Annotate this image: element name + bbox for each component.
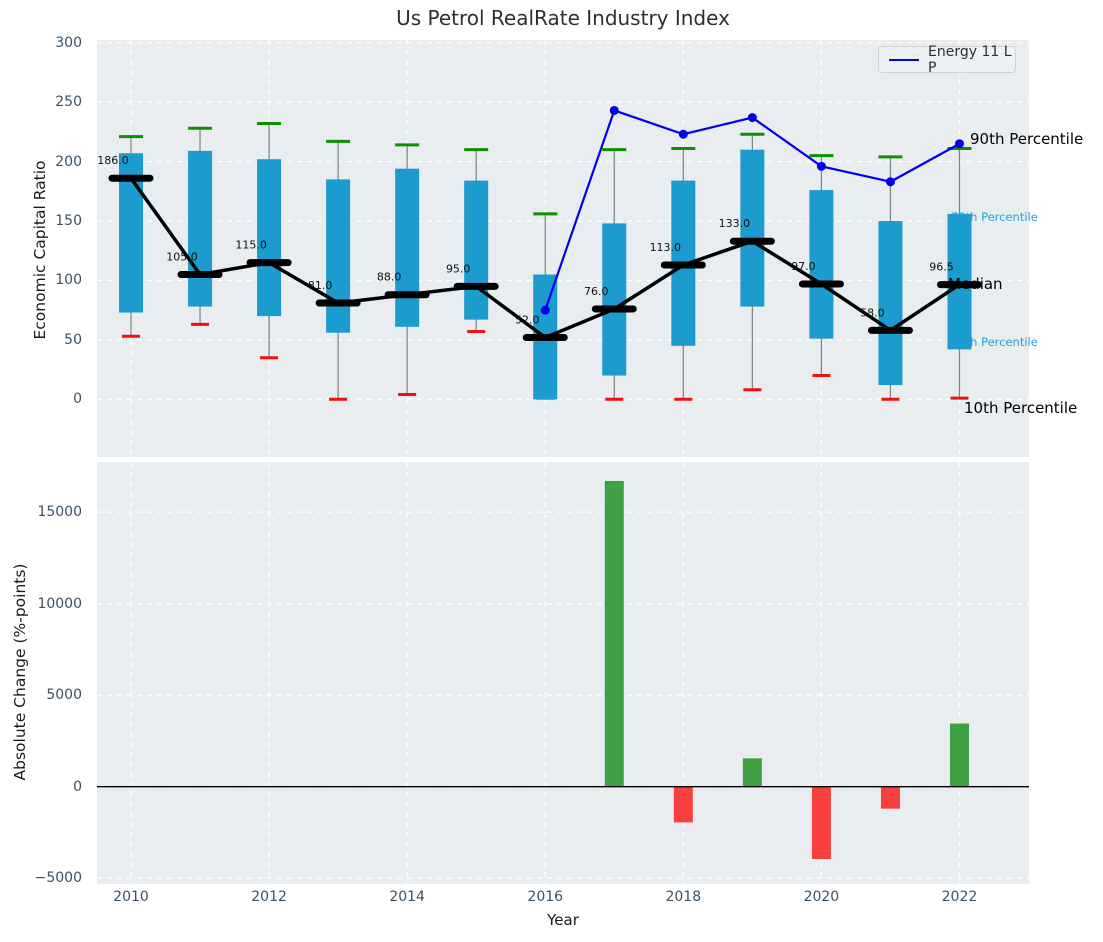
median-value-label-2011: 105.0	[166, 250, 198, 263]
bottom-chart-canvas	[97, 462, 1029, 884]
annotation-median: Median	[948, 274, 1003, 293]
median-value-label-2010: 186.0	[97, 154, 129, 167]
change-bar-2019	[742, 758, 762, 787]
x-tick-2018: 2018	[665, 889, 702, 905]
median-value-label-2015: 95.0	[446, 262, 471, 275]
change-bar-2021	[880, 786, 900, 809]
energy-point-2021	[885, 177, 895, 187]
energy-point-2022	[954, 139, 964, 149]
energy-point-2016	[540, 305, 550, 315]
iqr-box-2021	[878, 221, 903, 386]
median-value-label-2016: 52.0	[515, 313, 540, 326]
change-bar-2017	[604, 480, 624, 787]
top-y-tick-50: 50	[64, 331, 82, 348]
top-panel: 186.0 105.0 115.0 81.0 88.0 95.0 52.0 76.0 113.0…	[97, 40, 1029, 457]
top-y-tick-100: 100	[55, 272, 82, 289]
iqr-box-2011	[188, 150, 213, 307]
energy-point-2019	[747, 113, 757, 123]
x-tick-2022: 2022	[941, 889, 978, 905]
annotation-90th-percentile: 90th Percentile	[970, 129, 1084, 148]
legend-label: Energy 11 L P	[928, 43, 1012, 76]
energy-point-2020	[816, 161, 826, 171]
x-tick-2014: 2014	[389, 889, 425, 905]
bottom-y-axis-label: Absolute Change (%-points)	[11, 563, 29, 781]
iqr-box-2014	[395, 168, 420, 327]
x-tick-2010: 2010	[113, 889, 149, 905]
annotation-25th-percentile: 25th Percentile	[951, 335, 1038, 350]
change-bar-2018	[673, 786, 693, 823]
bottom-y-tick-5000: 5000	[46, 687, 82, 704]
iqr-box-2019	[740, 149, 765, 307]
iqr-box-2020	[809, 190, 834, 339]
energy-point-2017	[609, 105, 619, 115]
bottom-panel	[97, 462, 1029, 884]
annotation-10th-percentile: 10th Percentile	[964, 398, 1078, 417]
median-value-label-2013: 81.0	[308, 279, 333, 292]
top-y-tick-250: 250	[55, 94, 82, 111]
median-value-label-2020: 97.0	[791, 260, 816, 273]
annotation-75th-percentile: 75th Percentile	[951, 210, 1038, 225]
top-y-tick-300: 300	[55, 34, 82, 51]
iqr-box-2012	[257, 159, 282, 317]
x-tick-2012: 2012	[251, 889, 287, 905]
bottom-y-tick-10000: 10000	[37, 595, 82, 612]
median-value-label-2022: 96.5	[929, 261, 954, 274]
x-tick-2020: 2020	[803, 889, 840, 905]
bottom-y-tick--5000: −5000	[34, 870, 82, 887]
top-y-axis-label: Economic Capital Ratio	[31, 160, 49, 340]
change-bar-2020	[811, 786, 831, 860]
iqr-box-2017	[602, 223, 627, 376]
top-y-tick-150: 150	[55, 213, 82, 229]
median-value-label-2019: 133.0	[719, 217, 751, 230]
top-y-tick-0: 0	[73, 391, 82, 408]
x-axis-label: Year	[547, 911, 579, 929]
legend-line-icon	[889, 58, 919, 62]
iqr-box-2013	[326, 179, 351, 333]
bottom-y-tick-15000: 15000	[37, 504, 82, 521]
iqr-box-2015	[464, 180, 489, 320]
top-y-tick-200: 200	[55, 153, 82, 170]
legend: Energy 11 L P	[878, 43, 1016, 76]
energy-point-2018	[678, 129, 688, 139]
median-value-label-2012: 115.0	[235, 239, 267, 252]
median-value-label-2021: 58.0	[860, 306, 885, 319]
x-tick-2016: 2016	[527, 889, 564, 905]
median-value-label-2017: 76.0	[584, 285, 609, 298]
median-value-label-2014: 88.0	[377, 271, 402, 284]
top-chart-canvas: 186.0 105.0 115.0 81.0 88.0 95.0 52.0 76.0 113.0…	[97, 40, 1029, 457]
bottom-y-tick-0: 0	[73, 778, 82, 795]
change-bar-2022	[949, 723, 969, 787]
median-value-label-2018: 113.0	[650, 241, 682, 254]
chart-title: Us Petrol RealRate Industry Index	[396, 6, 730, 30]
